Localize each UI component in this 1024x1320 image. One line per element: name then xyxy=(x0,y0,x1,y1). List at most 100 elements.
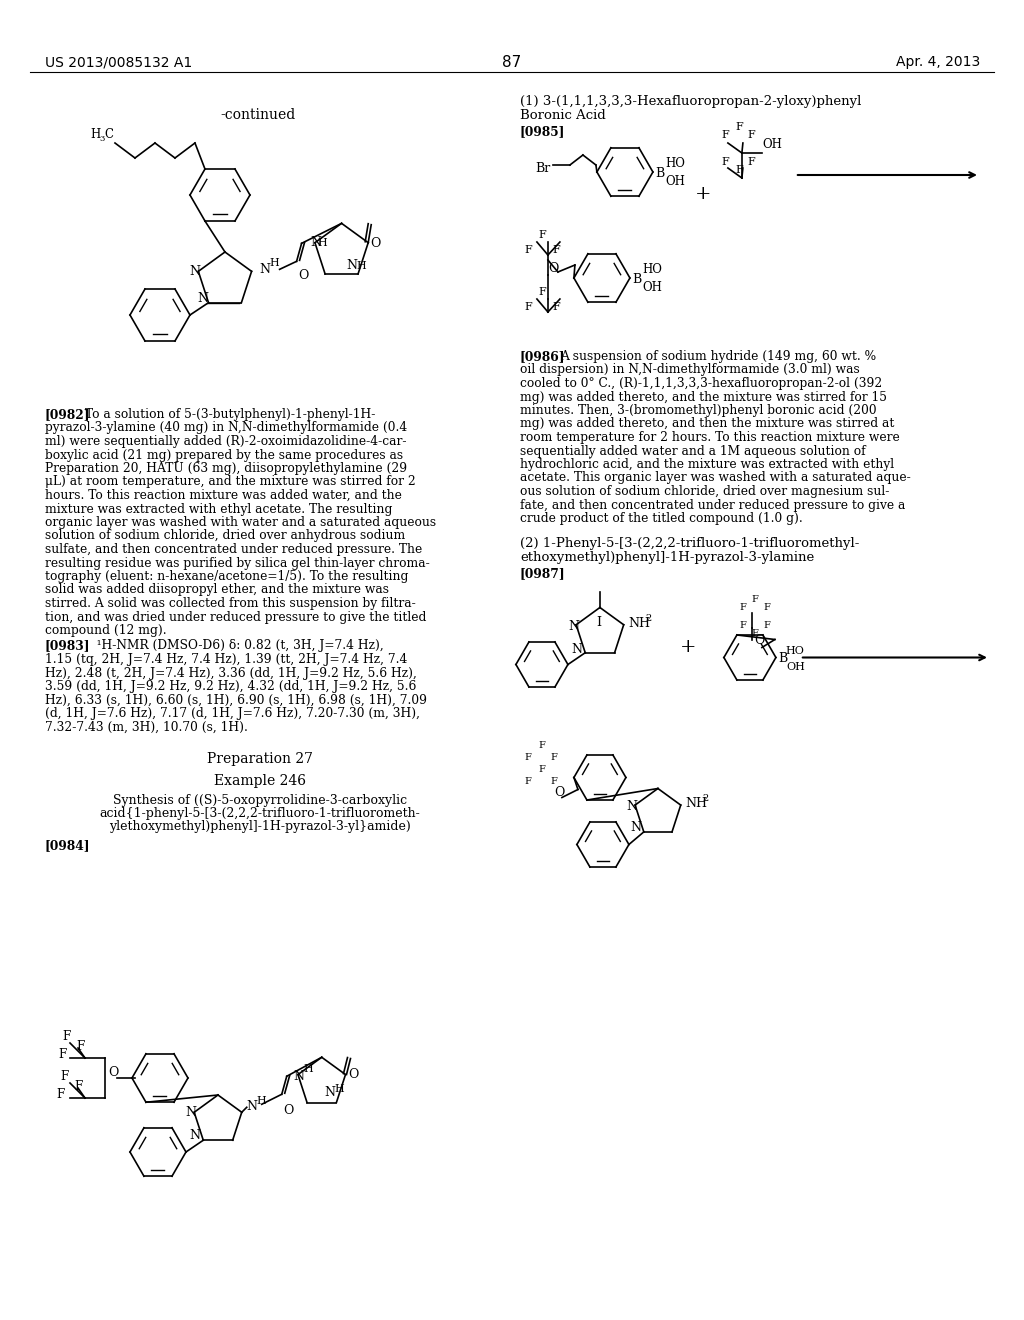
Text: F: F xyxy=(552,302,560,312)
Text: HO: HO xyxy=(785,645,805,656)
Text: acid{1-phenyl-5-[3-(2,2,2-trifluoro-1-trifluorometh-: acid{1-phenyl-5-[3-(2,2,2-trifluoro-1-tr… xyxy=(99,807,420,820)
Text: N: N xyxy=(247,1101,258,1113)
Text: organic layer was washed with water and a saturated aqueous: organic layer was washed with water and … xyxy=(45,516,436,529)
Text: F: F xyxy=(722,157,730,168)
Text: F: F xyxy=(550,777,557,787)
Text: F: F xyxy=(740,602,746,611)
Text: H: H xyxy=(257,1097,266,1106)
Text: OH: OH xyxy=(785,661,805,672)
Text: N: N xyxy=(325,1086,336,1100)
Text: F: F xyxy=(736,121,743,132)
Text: Example 246: Example 246 xyxy=(214,774,306,788)
Text: B: B xyxy=(655,168,665,180)
Text: [0984]: [0984] xyxy=(45,840,90,851)
Text: H: H xyxy=(356,261,366,271)
Text: O: O xyxy=(108,1067,119,1078)
Text: solid was added diisopropyl ether, and the mixture was: solid was added diisopropyl ether, and t… xyxy=(45,583,389,597)
Text: O: O xyxy=(548,261,558,275)
Text: A suspension of sodium hydride (149 mg, 60 wt. %: A suspension of sodium hydride (149 mg, … xyxy=(560,350,877,363)
Text: OH: OH xyxy=(762,139,781,150)
Text: HO: HO xyxy=(642,263,662,276)
Text: 3: 3 xyxy=(99,135,104,143)
Text: N: N xyxy=(631,821,641,834)
Text: F: F xyxy=(552,246,560,255)
Text: +: + xyxy=(695,185,712,203)
Text: Preparation 27: Preparation 27 xyxy=(207,752,313,766)
Text: US 2013/0085132 A1: US 2013/0085132 A1 xyxy=(45,55,193,69)
Text: (1) 3-(1,1,1,3,3,3-Hexafluoropropan-2-yloxy)phenyl: (1) 3-(1,1,1,3,3,3-Hexafluoropropan-2-yl… xyxy=(520,95,861,108)
Text: O: O xyxy=(284,1105,294,1117)
Text: [0986]: [0986] xyxy=(520,350,565,363)
Text: O: O xyxy=(754,635,764,648)
Text: F: F xyxy=(60,1071,69,1082)
Text: ylethoxymethyl)phenyl]-1H-pyrazol-3-yl}amide): ylethoxymethyl)phenyl]-1H-pyrazol-3-yl}a… xyxy=(110,820,411,833)
Text: F: F xyxy=(736,165,743,176)
Text: F: F xyxy=(58,1048,67,1061)
Text: fate, and then concentrated under reduced pressure to give a: fate, and then concentrated under reduce… xyxy=(520,499,905,511)
Text: F: F xyxy=(538,741,545,750)
Text: HO: HO xyxy=(665,157,685,170)
Text: F: F xyxy=(524,752,530,762)
Text: Hz), 2.48 (t, 2H, J=7.4 Hz), 3.36 (dd, 1H, J=9.2 Hz, 5.6 Hz),: Hz), 2.48 (t, 2H, J=7.4 Hz), 3.36 (dd, 1… xyxy=(45,667,417,680)
Text: hydrochloric acid, and the mixture was extracted with ethyl: hydrochloric acid, and the mixture was e… xyxy=(520,458,894,471)
Text: H: H xyxy=(90,128,100,141)
Text: NH: NH xyxy=(629,616,650,630)
Text: pyrazol-3-ylamine (40 mg) in N,N-dimethylformamide (0.4: pyrazol-3-ylamine (40 mg) in N,N-dimethy… xyxy=(45,421,408,434)
Text: OH: OH xyxy=(642,281,662,294)
Text: stirred. A solid was collected from this suspension by filtra-: stirred. A solid was collected from this… xyxy=(45,597,416,610)
Text: room temperature for 2 hours. To this reaction mixture were: room temperature for 2 hours. To this re… xyxy=(520,432,900,444)
Text: To a solution of 5-(3-butylphenyl)-1-phenyl-1H-: To a solution of 5-(3-butylphenyl)-1-phe… xyxy=(85,408,376,421)
Text: tion, and was dried under reduced pressure to give the titled: tion, and was dried under reduced pressu… xyxy=(45,610,426,623)
Text: N: N xyxy=(189,1129,201,1142)
Text: C: C xyxy=(104,128,113,141)
Text: N: N xyxy=(197,292,208,305)
Text: μL) at room temperature, and the mixture was stirred for 2: μL) at room temperature, and the mixture… xyxy=(45,475,416,488)
Text: 87: 87 xyxy=(503,55,521,70)
Text: hours. To this reaction mixture was added water, and the: hours. To this reaction mixture was adde… xyxy=(45,488,401,502)
Text: ml) were sequentially added (R)-2-oxoimidazolidine-4-car-: ml) were sequentially added (R)-2-oxoimi… xyxy=(45,436,407,447)
Text: N: N xyxy=(260,264,270,276)
Text: H: H xyxy=(335,1085,344,1094)
Text: F: F xyxy=(538,230,546,240)
Text: F: F xyxy=(62,1030,71,1043)
Text: F: F xyxy=(538,766,545,775)
Text: 3.59 (dd, 1H, J=9.2 Hz, 9.2 Hz), 4.32 (dd, 1H, J=9.2 Hz, 5.6: 3.59 (dd, 1H, J=9.2 Hz, 9.2 Hz), 4.32 (d… xyxy=(45,680,417,693)
Text: H: H xyxy=(317,238,327,248)
Text: F: F xyxy=(752,628,759,638)
Text: I: I xyxy=(596,615,601,628)
Text: Preparation 20, HATU (63 mg), diisopropylethylamine (29: Preparation 20, HATU (63 mg), diisopropy… xyxy=(45,462,408,475)
Text: [0987]: [0987] xyxy=(520,568,565,581)
Text: H: H xyxy=(303,1064,312,1073)
Text: B: B xyxy=(632,273,641,286)
Text: boxylic acid (21 mg) prepared by the same procedures as: boxylic acid (21 mg) prepared by the sam… xyxy=(45,449,403,462)
Text: sulfate, and then concentrated under reduced pressure. The: sulfate, and then concentrated under red… xyxy=(45,543,422,556)
Text: N: N xyxy=(293,1069,304,1082)
Text: (d, 1H, J=7.6 Hz), 7.17 (d, 1H, J=7.6 Hz), 7.20-7.30 (m, 3H),: (d, 1H, J=7.6 Hz), 7.17 (d, 1H, J=7.6 Hz… xyxy=(45,708,420,719)
Text: mg) was added thereto, and then the mixture was stirred at: mg) was added thereto, and then the mixt… xyxy=(520,417,894,430)
Text: N: N xyxy=(627,800,638,813)
Text: ous solution of sodium chloride, dried over magnesium sul-: ous solution of sodium chloride, dried o… xyxy=(520,484,889,498)
Text: 1.15 (tq, 2H, J=7.4 Hz, 7.4 Hz), 1.39 (tt, 2H, J=7.4 Hz, 7.4: 1.15 (tq, 2H, J=7.4 Hz, 7.4 Hz), 1.39 (t… xyxy=(45,653,408,667)
Text: N: N xyxy=(185,1106,197,1119)
Text: sequentially added water and a 1M aqueous solution of: sequentially added water and a 1M aqueou… xyxy=(520,445,865,458)
Text: F: F xyxy=(550,752,557,762)
Text: F: F xyxy=(764,602,771,611)
Text: H: H xyxy=(269,259,280,268)
Text: O: O xyxy=(554,785,564,799)
Text: F: F xyxy=(752,595,759,605)
Text: -continued: -continued xyxy=(220,108,295,121)
Text: cooled to 0° C., (R)-1,1,1,3,3,3-hexafluoropropan-2-ol (392: cooled to 0° C., (R)-1,1,1,3,3,3-hexaflu… xyxy=(520,378,882,389)
Text: crude product of the titled compound (1.0 g).: crude product of the titled compound (1.… xyxy=(520,512,803,525)
Text: (2) 1-Phenyl-5-[3-(2,2,2-trifluoro-1-trifluoromethyl-: (2) 1-Phenyl-5-[3-(2,2,2-trifluoro-1-tri… xyxy=(520,537,859,550)
Text: resulting residue was purified by silica gel thin-layer chroma-: resulting residue was purified by silica… xyxy=(45,557,430,569)
Text: O: O xyxy=(371,236,381,249)
Text: mg) was added thereto, and the mixture was stirred for 15: mg) was added thereto, and the mixture w… xyxy=(520,391,887,404)
Text: [0985]: [0985] xyxy=(520,125,565,139)
Text: F: F xyxy=(740,620,746,630)
Text: B: B xyxy=(778,652,787,665)
Text: ¹H-NMR (DMSO-D6) δ: 0.82 (t, 3H, J=7.4 Hz),: ¹H-NMR (DMSO-D6) δ: 0.82 (t, 3H, J=7.4 H… xyxy=(85,639,384,652)
Text: Synthesis of ((S)-5-oxopyrrolidine-3-carboxylic: Synthesis of ((S)-5-oxopyrrolidine-3-car… xyxy=(113,795,407,807)
Text: 7.32-7.43 (m, 3H), 10.70 (s, 1H).: 7.32-7.43 (m, 3H), 10.70 (s, 1H). xyxy=(45,721,248,734)
Text: O: O xyxy=(348,1068,358,1081)
Text: F: F xyxy=(748,157,756,168)
